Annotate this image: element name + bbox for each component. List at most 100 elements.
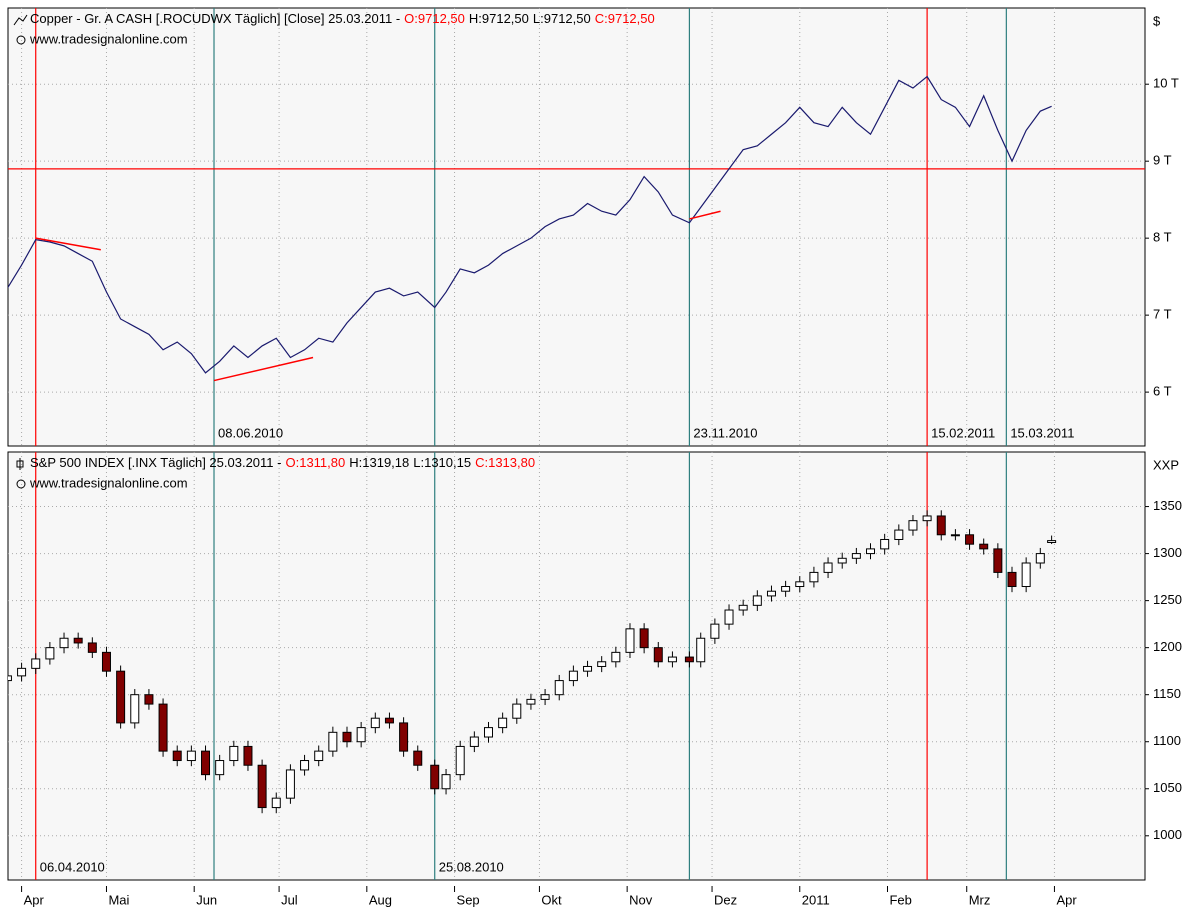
candle-body (31, 658, 41, 669)
candle-body (130, 694, 140, 724)
y-tick-label: 1050 (1153, 780, 1182, 795)
candle-body (17, 667, 27, 677)
candle-body (101, 651, 111, 672)
source-label: www.tradesignalonline.com (29, 475, 188, 490)
marker-label: 06.04.2010 (40, 859, 105, 874)
y-tick-label: 10 T (1153, 76, 1179, 91)
y-tick-label: 1250 (1153, 592, 1182, 607)
x-tick-label: Jun (196, 892, 217, 907)
candle-body (469, 736, 479, 747)
candle-body (215, 760, 225, 776)
x-tick-label: Mai (108, 892, 129, 907)
x-tick-label: Nov (629, 892, 653, 907)
candle-body (356, 727, 366, 743)
candle-body (851, 553, 861, 559)
candle-body (554, 680, 564, 696)
y-tick-label: 1000 (1153, 827, 1182, 842)
x-tick-label: Sep (457, 892, 480, 907)
title-part: O:1311,80 (285, 455, 345, 470)
candle-body (979, 543, 989, 550)
candle-body (795, 581, 805, 588)
y-tick-label: 7 T (1153, 307, 1172, 322)
x-tick-label: Apr (24, 892, 45, 907)
candle-body (455, 745, 465, 776)
candle-body (384, 717, 394, 724)
title-part: H:9712,50 (469, 11, 529, 26)
x-tick-label: Dez (714, 892, 737, 907)
candle-body (144, 694, 154, 705)
candle-body (73, 637, 83, 644)
candle-body (611, 651, 621, 663)
title-part: S&P 500 INDEX [.INX Täglich] 25.03.2011 … (30, 455, 281, 470)
marker-label: 15.02.2011 (931, 425, 995, 440)
x-tick-label: Aug (369, 892, 392, 907)
candle-body (399, 722, 409, 752)
source-label: www.tradesignalonline.com (29, 31, 188, 46)
y-tick-label: 9 T (1153, 153, 1172, 168)
candle-body (894, 529, 904, 540)
candle-body (880, 538, 890, 550)
title-part: C:1313,80 (475, 455, 535, 470)
x-tick-label: 2011 (802, 892, 830, 907)
panel-title: Copper - Gr. A CASH [.ROCUDWX Täglich] [… (30, 11, 655, 26)
panel-title: S&P 500 INDEX [.INX Täglich] 25.03.2011 … (30, 455, 535, 470)
y-tick-label: 1200 (1153, 639, 1182, 654)
candle-body (158, 703, 168, 752)
candle-body (271, 797, 281, 809)
source-icon (16, 35, 26, 45)
panel (7, 451, 1146, 881)
candle-body (87, 642, 97, 653)
candle-body (526, 698, 536, 705)
source-icon (16, 479, 26, 489)
y-tick-label: 8 T (1153, 230, 1172, 245)
trend-line (213, 356, 314, 382)
x-tick-label: Feb (889, 892, 911, 907)
candle-body (752, 595, 762, 606)
axis-unit: XXP (1153, 457, 1179, 472)
candle-body (430, 764, 440, 790)
x-tick-label: Apr (1056, 892, 1077, 907)
candle-body (229, 745, 239, 762)
candle-body (512, 703, 522, 719)
marker-label: 08.06.2010 (218, 425, 283, 440)
candle-body (1047, 540, 1057, 543)
candle-body (625, 628, 635, 653)
y-tick-label: 6 T (1153, 384, 1172, 399)
candle-body (936, 515, 946, 536)
candle-body (696, 637, 706, 663)
y-tick-label: 1150 (1153, 686, 1181, 701)
legend-icon (16, 458, 24, 470)
candle-body (837, 557, 847, 564)
y-tick-label: 1100 (1153, 733, 1181, 748)
candle-body (441, 774, 451, 790)
candle-body (993, 548, 1003, 573)
candle-body (597, 661, 607, 667)
candle-body (540, 694, 550, 700)
legend-icon (13, 14, 28, 26)
candle-body (257, 764, 267, 809)
x-tick-label: Mrz (969, 892, 991, 907)
candle-body (639, 628, 649, 649)
candle-body (738, 604, 748, 611)
axis-unit: $ (1153, 13, 1161, 28)
candle-body (8, 675, 12, 682)
candle-body (116, 670, 126, 724)
y-tick-label: 1300 (1153, 545, 1182, 560)
price-line (8, 75, 1052, 374)
candle-body (710, 623, 720, 639)
candle-body (583, 665, 593, 672)
candle-body (59, 637, 69, 649)
candle-body (667, 656, 677, 663)
candle-body (823, 562, 833, 573)
candle-body (766, 590, 776, 597)
candle-body (498, 717, 508, 729)
candle-body (314, 750, 324, 762)
trend-line (689, 210, 721, 220)
panel (7, 7, 1146, 447)
x-tick-label: Jul (281, 892, 298, 907)
candle-body (568, 670, 578, 682)
title-part: H:1319,18 (349, 455, 409, 470)
candle-body (809, 571, 819, 583)
candle-body (866, 548, 876, 555)
